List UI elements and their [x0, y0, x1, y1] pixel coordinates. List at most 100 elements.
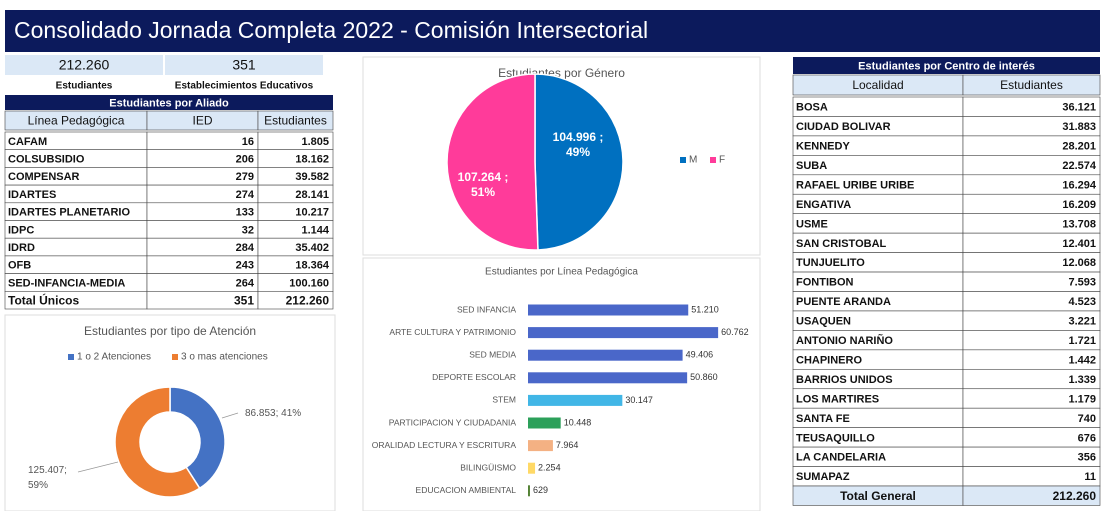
table-cell-text: CAFAM — [8, 136, 47, 148]
table-cell-text: COMPENSAR — [8, 171, 80, 183]
category-label: STEM — [492, 395, 516, 405]
data-label: 50.860 — [690, 372, 718, 382]
table-cell-text: SANTA FE — [796, 413, 850, 425]
table-cell-text: 1.442 — [1068, 354, 1096, 366]
table-cell-text: SED-INFANCIA-MEDIA — [8, 277, 125, 289]
table-cell-text: 28.201 — [1062, 141, 1096, 153]
kpi-label: Establecimientos Educativos — [175, 81, 314, 92]
table-cell-text: 1.144 — [301, 224, 329, 236]
table-cell-text: 1.805 — [301, 136, 329, 148]
table-title: Estudiantes por Aliado — [109, 97, 229, 109]
table-cell — [257, 290, 334, 310]
table-cell-text: 279 — [236, 171, 254, 183]
table-cell-text: 39.582 — [295, 171, 329, 183]
data-label-line: 51% — [471, 185, 495, 199]
data-label-line: 107.264 ; — [458, 170, 509, 184]
table-cell-text: 100.160 — [289, 277, 329, 289]
table-cell-text: USAQUEN — [796, 316, 851, 328]
table-cell-text: USME — [796, 218, 828, 230]
table-header: Estudiantes — [1000, 78, 1063, 92]
table-cell-text: IDRD — [8, 242, 35, 254]
data-label: 7.964 — [556, 440, 579, 450]
table-cell-text: FONTIBON — [796, 277, 853, 289]
table-title: Estudiantes por Centro de interés — [858, 60, 1035, 72]
category-label: DEPORTE ESCOLAR — [432, 372, 516, 382]
category-label: PARTICIPACION Y CIUDADANIA — [389, 417, 517, 427]
table-cell-text: TUNJUELITO — [796, 257, 865, 269]
data-label: 2.254 — [538, 463, 561, 473]
legend-label: F — [719, 155, 725, 166]
bar — [528, 485, 530, 497]
category-label: ARTE CULTURA Y PATRIMONIO — [389, 327, 516, 337]
data-label-line: 125.407; — [28, 465, 67, 476]
table-cell-text: 13.708 — [1062, 218, 1096, 230]
table-cell — [962, 485, 1101, 506]
slice — [114, 386, 201, 498]
legend-label: 1 o 2 Atenciones — [77, 352, 151, 363]
table-cell-text: Total Únicos — [8, 292, 79, 307]
panel — [362, 257, 761, 511]
table-cell-text: COLSUBSIDIO — [8, 153, 85, 165]
kpi-box — [165, 55, 323, 75]
table-cell-text: BARRIOS UNIDOS — [796, 374, 893, 386]
table-cell-text: 1.339 — [1068, 374, 1096, 386]
table-cell-text: ENGATIVA — [796, 199, 851, 211]
data-label: 86.853; 41% — [245, 408, 301, 419]
category-label: SED MEDIA — [469, 349, 516, 359]
table-cell-text: 4.523 — [1068, 296, 1096, 308]
table-title-bar — [793, 57, 1100, 74]
bar — [528, 327, 719, 339]
table-cell-text: 11 — [1084, 471, 1096, 483]
table-cell-text: CHAPINERO — [796, 354, 862, 366]
data-label: 60.762 — [721, 327, 749, 337]
slice — [446, 73, 539, 251]
bar — [528, 372, 688, 384]
bar — [528, 394, 623, 406]
header-bar — [5, 10, 1100, 52]
table-header: IED — [192, 114, 212, 128]
table-cell-text: CIUDAD BOLIVAR — [796, 121, 891, 133]
kpi-value: 212.260 — [59, 57, 110, 73]
table-cell-text: 16 — [242, 136, 254, 148]
table-cell-text: TEUSAQUILLO — [796, 432, 875, 444]
data-label: 10.448 — [564, 417, 592, 427]
data-label: 125.407; 59% — [28, 465, 67, 491]
chart-title: Estudiantes por Línea Pedagógica — [485, 267, 638, 278]
table-cell-text: 32 — [242, 224, 254, 236]
table-header-cell — [257, 110, 334, 131]
table-cell-text: OFB — [8, 260, 31, 272]
table-cell-text: 1.179 — [1068, 393, 1096, 405]
table-cell-text: 676 — [1078, 432, 1096, 444]
table-cell-text: 133 — [236, 207, 254, 219]
table-cell-text: 7.593 — [1068, 277, 1096, 289]
table-cell-text: 212.260 — [286, 293, 330, 307]
bar — [528, 440, 553, 452]
table-cell-text: KENNEDY — [796, 141, 850, 153]
table-cell-text: 3.221 — [1068, 316, 1096, 328]
header-title: Consolidado Jornada Completa 2022 - Comi… — [14, 17, 648, 43]
table-cell-text: 31.883 — [1062, 121, 1096, 133]
data-label-line: 49% — [566, 145, 590, 159]
data-label-line: 104.996 ; — [553, 130, 604, 144]
table-cell-text: IDARTES — [8, 189, 56, 201]
table-cell-text: LOS MARTIRES — [796, 393, 879, 405]
table-cell-text: RAFAEL URIBE URIBE — [796, 179, 914, 191]
table-cell-text: 351 — [234, 293, 254, 307]
table-cell-text: ANTONIO NARIÑO — [796, 334, 893, 347]
legend-swatch — [68, 354, 74, 360]
table-cell-text: 35.402 — [295, 242, 329, 254]
table-cell-text: SUBA — [796, 160, 827, 172]
table-header-cell — [962, 74, 1101, 96]
table-header: Línea Pedagógica — [28, 114, 125, 128]
legend-swatch — [710, 157, 716, 163]
bar — [528, 462, 536, 474]
legend-label: M — [689, 155, 697, 166]
table-cell-text: 22.574 — [1062, 160, 1097, 172]
table-cell-text: 356 — [1078, 452, 1096, 464]
table-cell-text: 12.068 — [1062, 257, 1096, 269]
table-cell-text: 243 — [236, 260, 254, 272]
table-cell-text: 1.721 — [1068, 335, 1096, 347]
bar — [528, 417, 561, 429]
table-cell-text: 212.260 — [1053, 489, 1097, 503]
